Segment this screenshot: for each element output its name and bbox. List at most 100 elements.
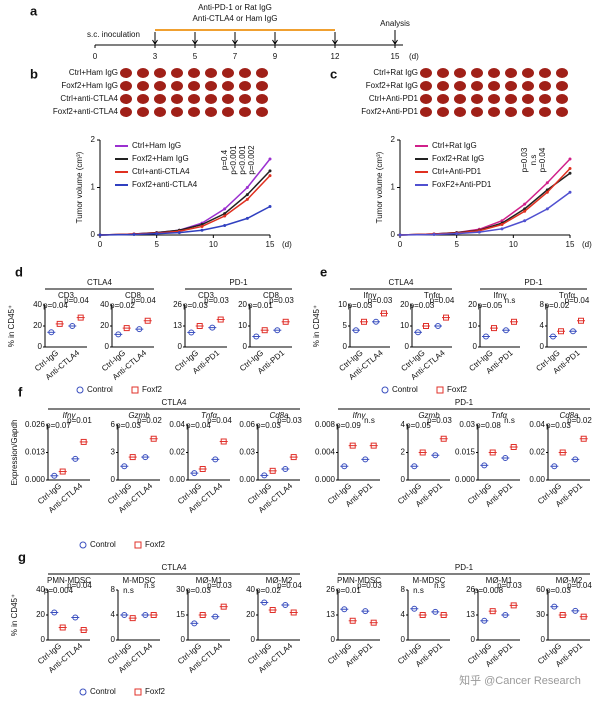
p-value: n.s <box>529 155 538 166</box>
legend-marker <box>79 688 87 696</box>
x-tick-label: 0 <box>398 240 403 249</box>
y-axis-label: % in CD45⁺ <box>312 305 321 347</box>
point <box>523 219 527 223</box>
arrow <box>392 30 398 45</box>
x-tick-label: 0 <box>98 240 103 249</box>
y-tick-label: 0 <box>331 635 336 644</box>
tumor-photo <box>488 107 500 117</box>
tumor-photo <box>188 68 200 78</box>
tumor-photo <box>488 81 500 91</box>
p-value: p=0.05 <box>478 301 503 310</box>
tumor-photo <box>154 68 166 78</box>
x-tick-label: 10 <box>209 240 218 249</box>
p-value: p=0.04 <box>186 421 211 430</box>
p-value: p=0.03 <box>269 296 294 305</box>
p-value: p=0.03 <box>116 421 141 430</box>
tumor-photo <box>505 107 517 117</box>
p-value: n.s <box>434 581 445 590</box>
y-tick-label: 0.000 <box>315 475 336 484</box>
y-tick-label: 30 <box>176 585 185 594</box>
plot-title: PMN-MDSC <box>337 576 381 585</box>
y-tick-label: 20 <box>100 321 109 330</box>
control-marker <box>411 605 418 612</box>
p-value: p=0.03 <box>186 586 211 595</box>
arrow <box>232 32 238 45</box>
arrow <box>192 32 198 45</box>
p-value: p=0.04 <box>538 147 547 172</box>
y-tick-label: 0.03 <box>239 448 255 457</box>
p-value: n.s <box>123 586 134 595</box>
tumor-photo <box>171 107 183 117</box>
foxf2-marker <box>511 318 517 325</box>
point <box>545 190 549 194</box>
control-marker <box>142 612 149 618</box>
day-label: 5 <box>193 52 198 61</box>
p-value: p=0.05 <box>406 421 431 430</box>
tumor-photo <box>171 94 183 104</box>
point <box>568 171 572 175</box>
foxf2-marker <box>150 435 157 442</box>
x-tick-label: 5 <box>154 240 159 249</box>
y-tick-label: 8 <box>540 300 545 309</box>
control-marker <box>411 463 418 470</box>
control-marker <box>121 463 128 470</box>
y-tick-label: 0 <box>540 342 545 351</box>
foxf2-marker <box>80 627 87 633</box>
tumor-photo <box>239 94 251 104</box>
legend-label: Ctrl+Ham IgG <box>132 141 181 150</box>
p-value: p=0.02 <box>256 586 281 595</box>
y-tick-label: 1 <box>391 183 396 192</box>
control-marker <box>502 612 509 618</box>
point <box>200 224 204 228</box>
foxf2-marker <box>199 612 206 618</box>
foxf2-marker <box>489 608 496 615</box>
foxf2-marker <box>290 609 297 616</box>
panel-label: c <box>330 66 337 81</box>
foxf2-marker <box>510 444 517 450</box>
legend-label: Foxf2+anti-CTLA4 <box>132 180 198 189</box>
plot-title: Cd8a <box>559 411 579 420</box>
y-tick-label: 2 <box>91 135 96 144</box>
plot-title: Gzmb <box>418 411 440 420</box>
unit: (d) <box>409 52 419 61</box>
control-marker <box>274 327 281 334</box>
tumor-photo <box>539 94 551 104</box>
tumor-photo <box>454 107 466 117</box>
tumor-photo <box>239 107 251 117</box>
tumor-photo <box>256 107 268 117</box>
control-marker <box>483 333 489 340</box>
p-value: p=0.01 <box>336 586 361 595</box>
legend-label: Foxf2+Rat IgG <box>432 154 484 163</box>
foxf2-marker <box>144 317 151 324</box>
plot-title: MØ-M2 <box>556 576 583 585</box>
plot-title: Cd8a <box>269 411 289 420</box>
legend-label: Foxf2 <box>447 385 468 394</box>
tumor-photo <box>420 81 432 91</box>
group-title: CTLA4 <box>87 278 112 287</box>
control-marker <box>136 326 143 333</box>
tumor-photo <box>454 94 466 104</box>
y-tick-label: 0.04 <box>169 420 185 429</box>
foxf2-marker <box>419 612 426 618</box>
point <box>568 157 572 161</box>
y-tick-label: 0 <box>178 342 183 351</box>
tumor-photo <box>205 68 217 78</box>
tumor-photo <box>188 107 200 117</box>
control-marker <box>503 327 509 334</box>
p-value: p=0.01 <box>248 301 273 310</box>
plot-title: CD3 <box>58 291 75 300</box>
y-axis-label: Tumor volume (cm³) <box>375 151 384 223</box>
tumor-photo <box>556 68 568 78</box>
point <box>477 230 481 234</box>
control-marker <box>362 608 369 615</box>
foxf2-marker <box>349 617 356 624</box>
day-label: 3 <box>153 52 158 61</box>
y-tick-label: 3 <box>111 448 116 457</box>
y-tick-label: 5 <box>343 321 348 330</box>
plot-title: Ifnγ <box>364 291 377 300</box>
y-tick-label: 0 <box>401 475 406 484</box>
y-tick-label: 13 <box>173 321 182 330</box>
foxf2-marker <box>80 438 87 445</box>
tumor-photo <box>420 68 432 78</box>
p-value: p=0.02 <box>545 301 570 310</box>
